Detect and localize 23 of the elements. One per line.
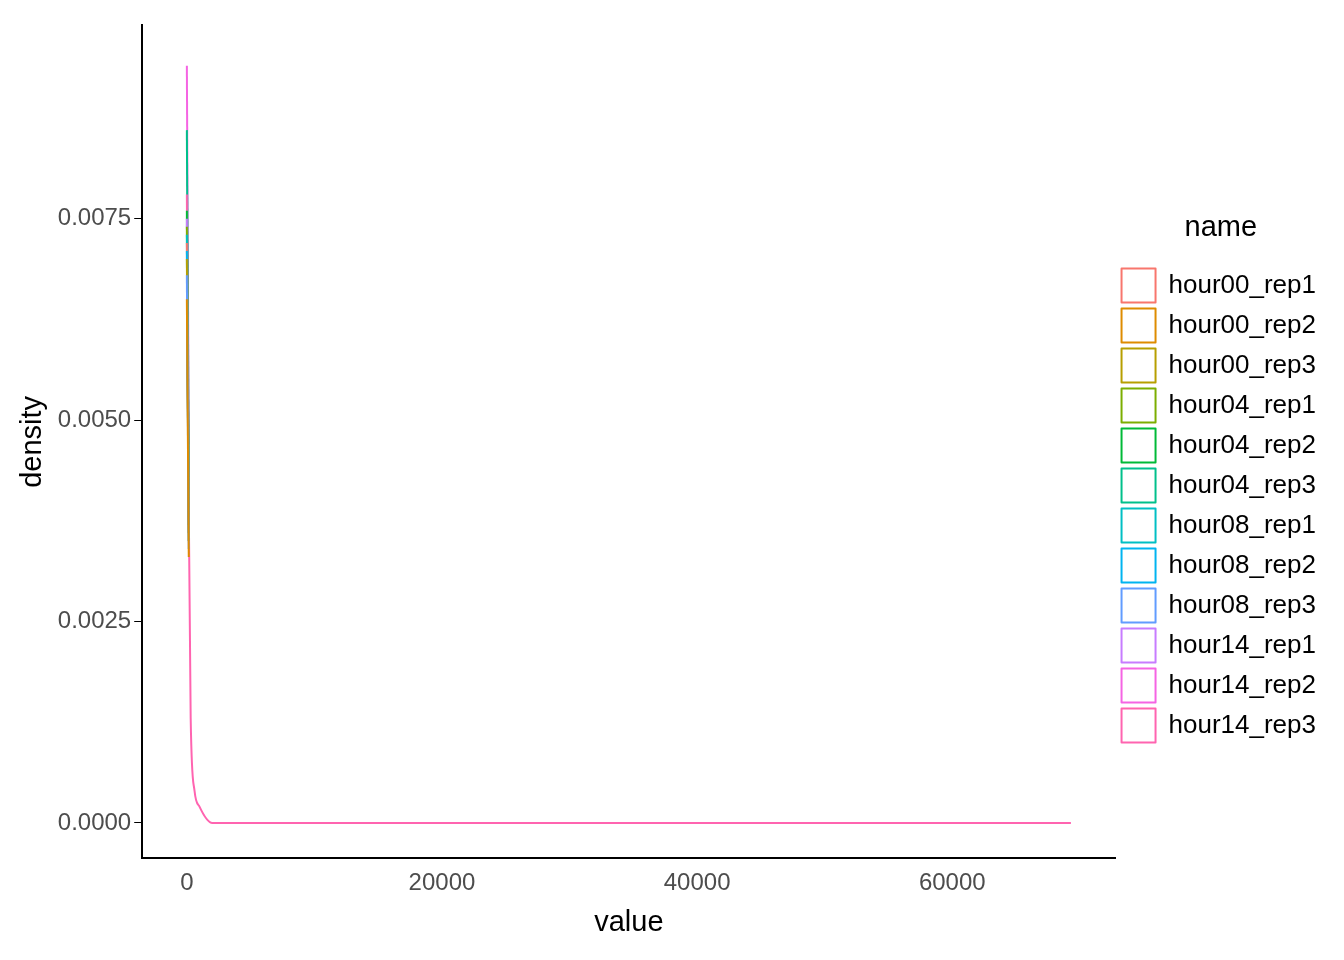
legend-label: hour00_rep1 — [1168, 268, 1317, 299]
legend-title: name — [1184, 210, 1258, 243]
legend-label: hour14_rep1 — [1168, 628, 1317, 659]
legend-label: hour08_rep3 — [1168, 588, 1317, 619]
legend-label: hour04_rep3 — [1168, 468, 1317, 499]
x-tick-label: 40000 — [663, 868, 731, 896]
legend-label: hour08_rep1 — [1168, 508, 1317, 539]
legend-label: hour14_rep3 — [1168, 708, 1317, 739]
x-axis-title: value — [594, 904, 664, 937]
x-tick-label: 20000 — [408, 868, 476, 896]
legend-label: hour00_rep2 — [1168, 308, 1317, 339]
legend-label: hour00_rep3 — [1168, 348, 1317, 379]
y-axis-title: density — [15, 395, 48, 488]
y-tick-label: 0.0025 — [57, 606, 132, 634]
x-tick-label: 60000 — [918, 868, 986, 896]
y-tick-label: 0.0000 — [57, 807, 132, 835]
legend-label: hour04_rep1 — [1168, 388, 1317, 419]
legend-label: hour04_rep2 — [1168, 428, 1317, 459]
legend-label: hour14_rep2 — [1168, 668, 1317, 699]
y-tick-label: 0.0050 — [57, 404, 132, 432]
legend-label: hour08_rep2 — [1168, 548, 1317, 579]
y-tick-label: 0.0075 — [57, 203, 132, 231]
x-tick-label: 0 — [180, 868, 194, 896]
